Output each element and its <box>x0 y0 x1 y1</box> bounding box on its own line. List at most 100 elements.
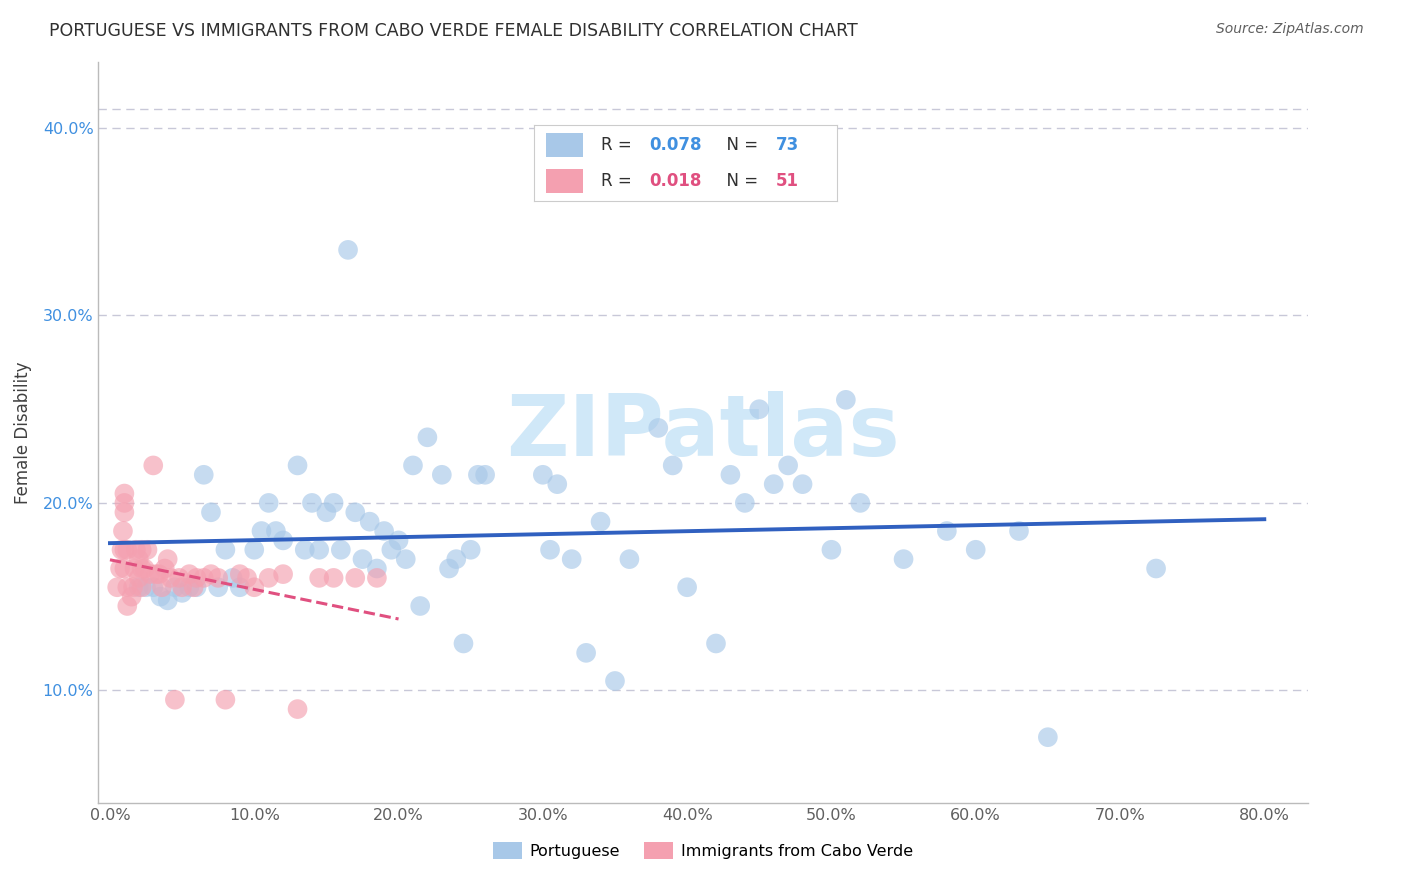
Point <box>395 552 418 566</box>
Point <box>416 430 439 444</box>
Point <box>575 646 598 660</box>
Point <box>453 636 475 650</box>
Point <box>734 496 756 510</box>
Point <box>308 571 330 585</box>
Point <box>179 580 201 594</box>
Point <box>207 580 229 594</box>
Point <box>214 692 236 706</box>
Point <box>352 552 374 566</box>
Point <box>474 467 496 482</box>
Point <box>117 580 139 594</box>
Point <box>167 571 190 585</box>
Point <box>108 561 131 575</box>
Point <box>704 636 727 650</box>
Point <box>835 392 858 407</box>
Point <box>344 505 367 519</box>
Point <box>142 458 165 473</box>
Text: ZIPatlas: ZIPatlas <box>506 391 900 475</box>
Point <box>243 542 266 557</box>
Point <box>121 590 143 604</box>
Point <box>935 524 957 538</box>
Y-axis label: Female Disability: Female Disability <box>14 361 31 504</box>
Point <box>156 593 179 607</box>
Point <box>117 599 139 613</box>
Point <box>229 567 252 582</box>
Point <box>467 467 489 482</box>
Point <box>409 599 432 613</box>
Point <box>301 496 323 510</box>
Point <box>128 580 150 594</box>
Point <box>236 571 259 585</box>
Point <box>111 524 134 538</box>
Point <box>135 580 157 594</box>
Point <box>676 580 699 594</box>
Legend: Portuguese, Immigrants from Cabo Verde: Portuguese, Immigrants from Cabo Verde <box>486 836 920 865</box>
Point <box>172 580 194 594</box>
Text: 0.018: 0.018 <box>650 172 702 190</box>
Point <box>179 567 201 582</box>
Point <box>105 580 128 594</box>
Point <box>792 477 814 491</box>
Point <box>446 552 468 566</box>
Point <box>538 542 561 557</box>
Point <box>287 702 309 716</box>
Point <box>430 467 453 482</box>
Point <box>128 552 150 566</box>
Point <box>172 586 194 600</box>
FancyBboxPatch shape <box>547 169 582 193</box>
Point <box>546 477 568 491</box>
Point <box>287 458 309 473</box>
Point <box>193 467 215 482</box>
Point <box>250 524 273 538</box>
Point <box>380 542 402 557</box>
Point <box>163 692 186 706</box>
Point <box>148 567 170 582</box>
Point <box>183 580 205 594</box>
Text: N =: N = <box>716 172 763 190</box>
Point <box>112 496 135 510</box>
Text: PORTUGUESE VS IMMIGRANTS FROM CABO VERDE FEMALE DISABILITY CORRELATION CHART: PORTUGUESE VS IMMIGRANTS FROM CABO VERDE… <box>49 22 858 40</box>
Point <box>366 571 388 585</box>
Point <box>149 590 172 604</box>
Point <box>271 567 294 582</box>
Point <box>294 542 316 557</box>
Point <box>229 580 252 594</box>
Point <box>1144 561 1167 575</box>
Text: R =: R = <box>600 172 637 190</box>
Point <box>207 571 229 585</box>
Point <box>437 561 460 575</box>
Point <box>531 467 554 482</box>
Point <box>112 505 135 519</box>
Text: R =: R = <box>600 136 637 154</box>
Point <box>221 571 243 585</box>
Point <box>243 580 266 594</box>
Point <box>139 567 162 582</box>
Point <box>619 552 641 566</box>
Point <box>156 552 179 566</box>
Point <box>308 542 330 557</box>
Text: N =: N = <box>716 136 763 154</box>
Text: 51: 51 <box>776 172 799 190</box>
Point <box>893 552 915 566</box>
Text: 73: 73 <box>776 136 800 154</box>
Point <box>159 571 181 585</box>
Point <box>193 571 215 585</box>
Point <box>322 571 344 585</box>
Point <box>778 458 800 473</box>
Point <box>748 402 770 417</box>
Point <box>661 458 683 473</box>
Point <box>112 561 135 575</box>
Point <box>849 496 872 510</box>
Text: Source: ZipAtlas.com: Source: ZipAtlas.com <box>1216 22 1364 37</box>
Point <box>153 561 176 575</box>
Point <box>131 561 153 575</box>
Point <box>112 486 135 500</box>
Point <box>145 567 167 582</box>
FancyBboxPatch shape <box>547 133 582 158</box>
Point <box>718 467 741 482</box>
Point <box>136 542 159 557</box>
Point <box>322 496 344 510</box>
Point <box>200 505 222 519</box>
Point <box>128 571 150 585</box>
Point <box>965 542 987 557</box>
